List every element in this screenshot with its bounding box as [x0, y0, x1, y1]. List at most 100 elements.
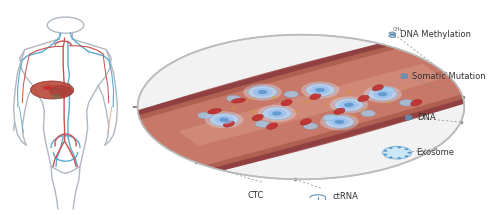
Text: ctRNA: ctRNA: [332, 192, 358, 201]
Ellipse shape: [372, 85, 384, 91]
Circle shape: [253, 88, 272, 96]
Ellipse shape: [278, 114, 284, 116]
Ellipse shape: [312, 97, 318, 99]
Circle shape: [301, 82, 340, 98]
Ellipse shape: [52, 94, 60, 99]
Circle shape: [368, 88, 397, 101]
Ellipse shape: [334, 108, 345, 114]
Ellipse shape: [48, 85, 73, 97]
Circle shape: [304, 123, 318, 129]
Ellipse shape: [242, 101, 248, 102]
Circle shape: [258, 105, 296, 122]
Circle shape: [272, 111, 281, 116]
Circle shape: [214, 116, 234, 124]
Circle shape: [361, 110, 376, 117]
Circle shape: [344, 103, 354, 107]
Ellipse shape: [358, 101, 364, 103]
Ellipse shape: [256, 114, 262, 116]
Circle shape: [284, 91, 298, 97]
Ellipse shape: [249, 98, 255, 100]
Ellipse shape: [310, 93, 321, 100]
Ellipse shape: [260, 95, 265, 97]
Text: CTC: CTC: [247, 191, 264, 200]
Ellipse shape: [307, 100, 312, 103]
Circle shape: [364, 86, 402, 103]
Circle shape: [384, 150, 388, 152]
Circle shape: [382, 146, 412, 159]
Ellipse shape: [281, 100, 292, 106]
Circle shape: [325, 116, 354, 128]
Ellipse shape: [350, 115, 357, 117]
Circle shape: [389, 147, 393, 149]
Ellipse shape: [250, 112, 256, 114]
Circle shape: [330, 96, 368, 113]
Circle shape: [334, 98, 364, 111]
Ellipse shape: [404, 87, 410, 89]
Ellipse shape: [232, 98, 245, 103]
Text: Exosome: Exosome: [416, 148, 454, 157]
Polygon shape: [178, 87, 492, 176]
Text: Somatic Mutation: Somatic Mutation: [412, 72, 486, 81]
Polygon shape: [178, 64, 443, 146]
Circle shape: [226, 95, 241, 102]
Text: DNA: DNA: [417, 113, 436, 122]
Circle shape: [306, 84, 334, 96]
Ellipse shape: [266, 123, 278, 129]
Circle shape: [320, 113, 358, 130]
Ellipse shape: [271, 97, 276, 100]
Circle shape: [408, 152, 411, 154]
Circle shape: [404, 155, 408, 157]
Text: CH₃: CH₃: [392, 27, 402, 32]
Polygon shape: [183, 90, 498, 180]
Circle shape: [330, 118, 349, 126]
Circle shape: [268, 109, 286, 118]
Circle shape: [316, 88, 325, 92]
Ellipse shape: [360, 109, 366, 110]
Ellipse shape: [252, 114, 264, 121]
Circle shape: [248, 86, 277, 98]
Circle shape: [258, 90, 268, 94]
Polygon shape: [120, 46, 481, 168]
Ellipse shape: [30, 81, 74, 99]
Ellipse shape: [300, 119, 312, 125]
Circle shape: [198, 112, 212, 119]
Circle shape: [220, 118, 229, 122]
Circle shape: [322, 114, 337, 121]
Ellipse shape: [224, 121, 234, 127]
Circle shape: [262, 107, 292, 120]
Ellipse shape: [346, 90, 352, 92]
Circle shape: [389, 157, 393, 158]
Ellipse shape: [358, 95, 369, 102]
Ellipse shape: [303, 101, 310, 103]
Circle shape: [380, 87, 394, 93]
Polygon shape: [113, 41, 489, 173]
Circle shape: [400, 100, 414, 106]
Ellipse shape: [332, 97, 338, 98]
Ellipse shape: [344, 92, 351, 93]
Circle shape: [378, 92, 388, 96]
Circle shape: [404, 148, 408, 150]
Ellipse shape: [386, 102, 392, 104]
Circle shape: [334, 120, 344, 124]
Ellipse shape: [344, 102, 349, 104]
Circle shape: [138, 35, 464, 179]
Circle shape: [256, 121, 270, 127]
Ellipse shape: [249, 110, 254, 112]
Polygon shape: [109, 38, 424, 127]
Circle shape: [42, 86, 52, 90]
Polygon shape: [106, 35, 496, 179]
Circle shape: [373, 90, 392, 98]
Polygon shape: [128, 52, 474, 162]
Polygon shape: [114, 42, 488, 172]
Ellipse shape: [231, 107, 236, 109]
Ellipse shape: [280, 109, 286, 111]
Circle shape: [397, 147, 401, 148]
Ellipse shape: [208, 108, 222, 114]
Circle shape: [310, 86, 330, 94]
Circle shape: [384, 154, 388, 155]
Polygon shape: [104, 34, 419, 124]
Ellipse shape: [323, 104, 330, 106]
Text: DNA Methylation: DNA Methylation: [400, 30, 471, 39]
Circle shape: [210, 113, 238, 126]
Circle shape: [244, 84, 282, 101]
